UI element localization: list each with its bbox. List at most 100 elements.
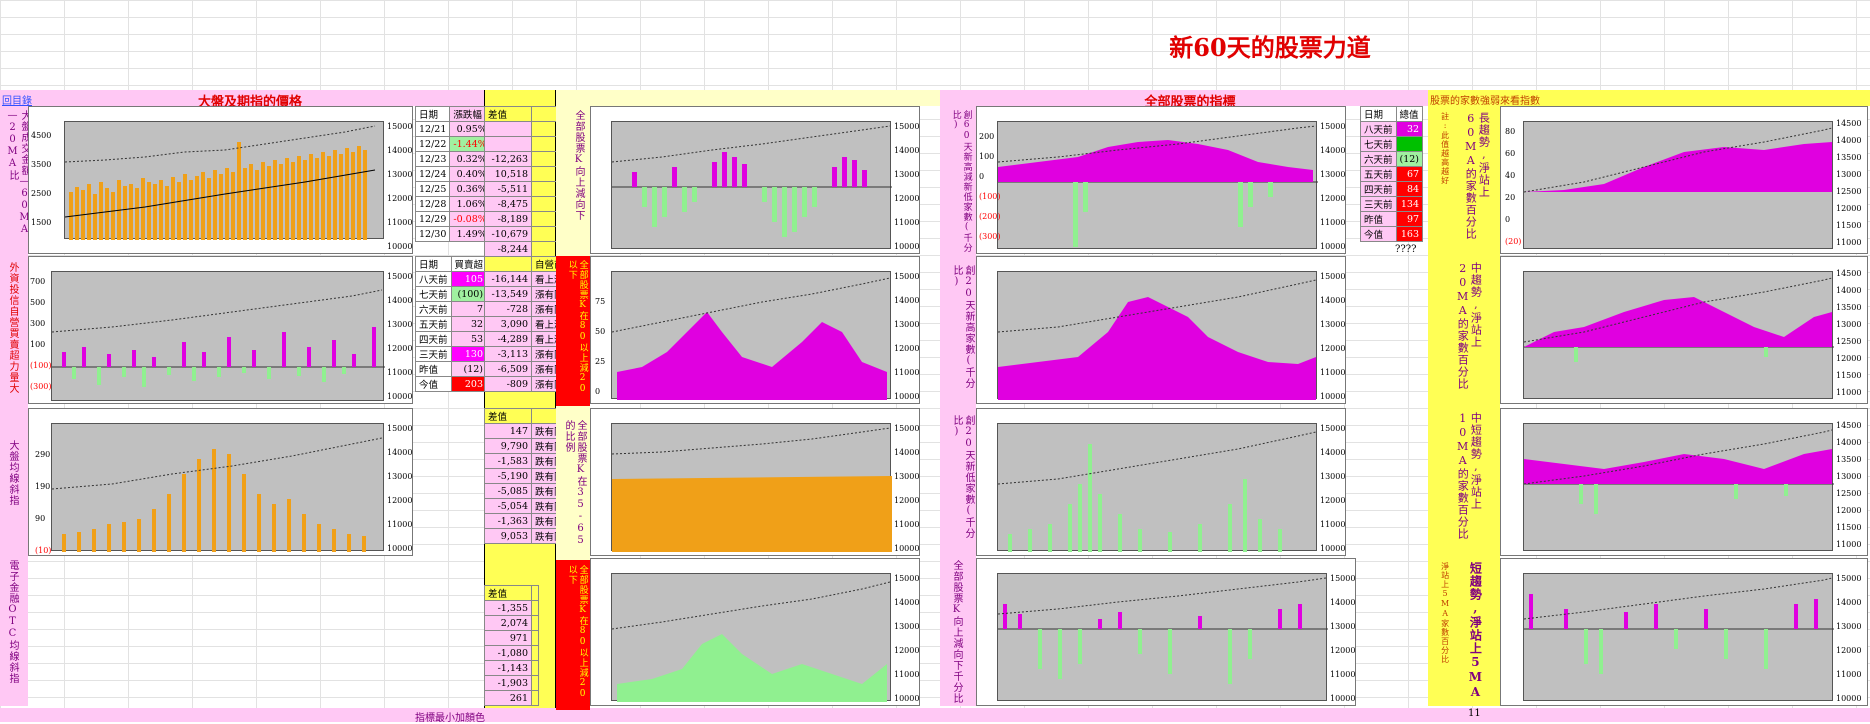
chart-k-80-20-b: 15000 14000 13000 12000 11000 10000 (590, 558, 920, 706)
far-right-label-f1s: 註:此值越高越好 (1440, 112, 1450, 185)
volume-yaxis: 4500 3500 2500 1500 (31, 131, 52, 227)
footer-bar (0, 708, 1870, 722)
mid-yellow-bar (485, 90, 940, 106)
table-total-footer: ???? (1395, 244, 1417, 255)
k-80-20-plot (611, 271, 891, 400)
k-updown-svg (611, 125, 892, 237)
k-updown-pos (632, 152, 867, 187)
ma10-y2axis: 14500 14000 13500 13000 12500 12000 11500 11000 (1836, 421, 1862, 549)
k-80-20-yaxis: 75 50 25 0 (595, 297, 606, 396)
chart-k-80-20: 75 50 25 0 15000 14000 13000 12000 11000 10000 (590, 256, 920, 404)
mid-label-r4: 全部股票K在80以上減20以下 (566, 565, 588, 700)
chart-k-35-65: 15000 14000 13000 12000 11000 10000 (590, 408, 920, 556)
k-80-20-b-index (611, 581, 891, 630)
mid-label-r2: 全部股票K在80以上減20以下 (566, 260, 588, 395)
slope-index-line (51, 437, 383, 490)
slope-yaxis: 290 190 90 (10) (35, 450, 52, 555)
far-right-label-f1: 長趨勢,淨站上60MA的家數百分比 (1464, 112, 1491, 240)
ma20-y2axis: 14500 14000 13500 13000 12500 12000 11500 11000 (1836, 269, 1862, 397)
mid-red-label-2 (556, 256, 590, 406)
foreign-plot (51, 271, 385, 401)
mid-label-c3: 全部股票K在35-65的比例 (563, 420, 586, 547)
permille-pos (1003, 604, 1302, 629)
chart-volume: 4500 3500 2500 1500 15000 14000 13000 12000 110… (28, 106, 413, 254)
newhigh-low-yaxis: 200 100 0 (100) (200) (300) (979, 132, 1001, 241)
newhigh-low-index (997, 125, 1317, 163)
newhigh20-index (997, 279, 1317, 333)
slope-y2axis: 15000 14000 13000 12000 11000 10000 (387, 424, 413, 553)
chart-foreign: 700 500 300 100 (100) (300) 15000 14000 13000 12… (28, 256, 413, 404)
newhigh-low-svg (997, 125, 1318, 247)
foreign-index-line (51, 289, 383, 333)
ma60-index (1523, 127, 1833, 193)
mid-label-c1: 全部股票K向上減向下 (573, 110, 584, 221)
ma20-neg (1574, 347, 1768, 362)
k-80-20-b-plot (611, 573, 891, 702)
far-right-label-f4: 短趨勢,淨站上5MA (1468, 562, 1483, 700)
chart-k-updown: 15000 14000 13000 12000 11000 10000 (590, 106, 920, 254)
ma10-area (1524, 449, 1832, 484)
table-diff3: 差值 147 跌有限 9,790 跌有限 -1,583 跌有限 -5,190 跌有限 -… (484, 408, 568, 544)
k-updown-index (611, 125, 891, 163)
k-updown-permille-svg (997, 577, 1328, 684)
table-date-pct: 日期 漲跌幅 12/21 0.95% 12/22 -1.44% 12/23 0.32% … (414, 106, 491, 242)
foreign-bars-pos (62, 327, 376, 367)
table-diff2: 自營商 -16,144 看上漲 -13,549 漲有限 -728 漲有限 3,090 看… (484, 256, 568, 392)
volume-plot (64, 121, 384, 240)
right-label-r4: 全部股票K向上減向下千分比 (951, 560, 962, 704)
far-right-label-f2: 中趨勢,淨站上20MA的家數百分比 (1456, 262, 1483, 390)
ma20-plot (1523, 271, 1834, 399)
newlow20-y2axis: 15000 14000 13000 12000 11000 10000 (1320, 424, 1346, 553)
foreign-svg (51, 289, 385, 387)
k-80-20-b-y2axis: 15000 14000 13000 12000 11000 10000 (894, 574, 920, 703)
newhigh20-svg (997, 279, 1317, 400)
k-80-20-index (611, 277, 891, 333)
right-label-r3: 創20天新低家數(千分比) (951, 415, 974, 539)
label-slope: 大盤均線斜指 (7, 440, 18, 506)
table-diff4: 差值 -1,355 2,074 971 -1,080 -1,143 -1,903… (484, 585, 539, 706)
ma20-svg (1523, 277, 1834, 362)
k-35-65-plot (611, 423, 892, 552)
newlow20-svg (997, 431, 1317, 552)
ma5-neg (1584, 629, 1768, 674)
label-fin: 外資投信自營買賣超力量大 (7, 262, 18, 394)
table-total: 日期 總值 八天前 32 七天前 六天前 (12) 五天前 67 四天前 84 三天前 13… (1360, 106, 1424, 242)
chart-ma20-pct: 14500 14000 13500 13000 12500 12000 11500 11000 (1500, 256, 1868, 404)
slope-svg (51, 437, 383, 552)
volume-ma-line (64, 169, 376, 218)
index-line (64, 125, 376, 163)
k-80-20-b-area (617, 634, 887, 702)
ma20-area (1524, 297, 1832, 347)
footer-page-number: 11 (1468, 708, 1481, 719)
back-link[interactable]: 回目錄 (2, 96, 32, 107)
far-right-label-column (1428, 106, 1500, 706)
k-updown-plot (611, 121, 892, 249)
ma60-svg (1523, 127, 1833, 193)
k-35-65-area (612, 476, 892, 552)
right-label-column (940, 106, 976, 706)
ma5-plot (1523, 573, 1834, 701)
ma5-index (1523, 577, 1833, 620)
right-label-r2: 創20天新高家數(千分比) (951, 265, 974, 389)
foreign-bars-neg (72, 367, 346, 387)
right-label-r1: 創60天新高減新低家數(千分比) (950, 110, 972, 253)
newhigh20-plot (997, 271, 1317, 400)
volume-svg (64, 125, 376, 240)
foreign-yaxis: 700 500 300 100 (100) (300) (30, 277, 52, 391)
page-title: 新60天的股票力道 (1169, 33, 1371, 62)
right-section-title: 股票的家數強弱來看指數 (1430, 96, 1540, 107)
k-35-65-index (611, 427, 891, 455)
chart-ma60-pct: 80 60 40 20 0 (20) 14500 14000 13500 13000 12500 1… (1500, 106, 1868, 254)
ma10-neg (1579, 484, 1788, 514)
ma20-index (1523, 277, 1833, 343)
ma5-pos (1529, 594, 1818, 629)
k-updown-permille-plot (997, 573, 1328, 701)
table-buysell: 日期 買賣超 八天前 105 七天前 (100) 六天前 7 五天前 32 四天前 53 三… (415, 256, 488, 392)
volume-y2axis: 15000 14000 13000 12000 11000 10000 (387, 122, 413, 251)
permille-y2axis: 15000 14000 13000 12000 11000 10000 (1330, 574, 1356, 703)
far-right-label-f4s: 淨站上5MA家數百分比 (1440, 562, 1450, 664)
chart-ma10-pct: 14500 14000 13500 13000 12500 12000 11500 11000 (1500, 408, 1868, 556)
footer-note: 指標最小加顏色 (415, 713, 485, 724)
ma10-svg (1523, 429, 1834, 514)
label-vol: 大盤成交金額—60MA—20MA比 (7, 110, 30, 236)
